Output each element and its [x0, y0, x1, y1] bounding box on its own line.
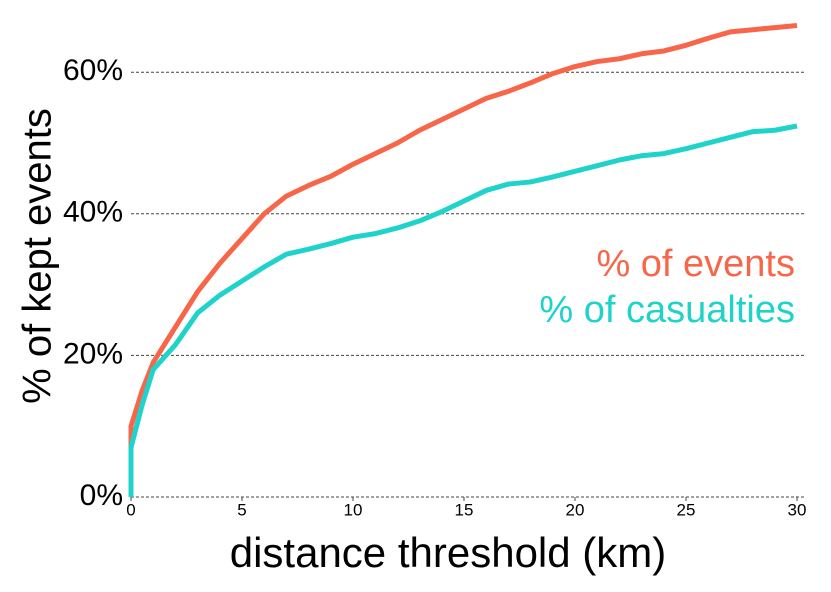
y-axis-label: % of kept events [16, 108, 60, 404]
x-tick-label: 20 [566, 500, 585, 519]
line [128, 123, 798, 497]
legend-entry: % of casualties [539, 289, 795, 331]
x-tick-label: 5 [237, 500, 246, 519]
x-tick-label: 15 [455, 500, 474, 519]
x-tick-label: 25 [677, 500, 696, 519]
legend-entry: % of events [596, 243, 795, 285]
x-axis-label: distance threshold (km) [230, 529, 667, 576]
x-tick-label: 30 [788, 500, 807, 519]
x-tick-label: 0 [126, 500, 135, 519]
y-tick-label: 0% [80, 479, 123, 512]
line [128, 22, 798, 497]
y-tick-label: 60% [63, 54, 123, 87]
x-tick-label: 10 [344, 500, 363, 519]
y-tick-label: 20% [63, 337, 123, 370]
y-tick-label: 40% [63, 196, 123, 229]
